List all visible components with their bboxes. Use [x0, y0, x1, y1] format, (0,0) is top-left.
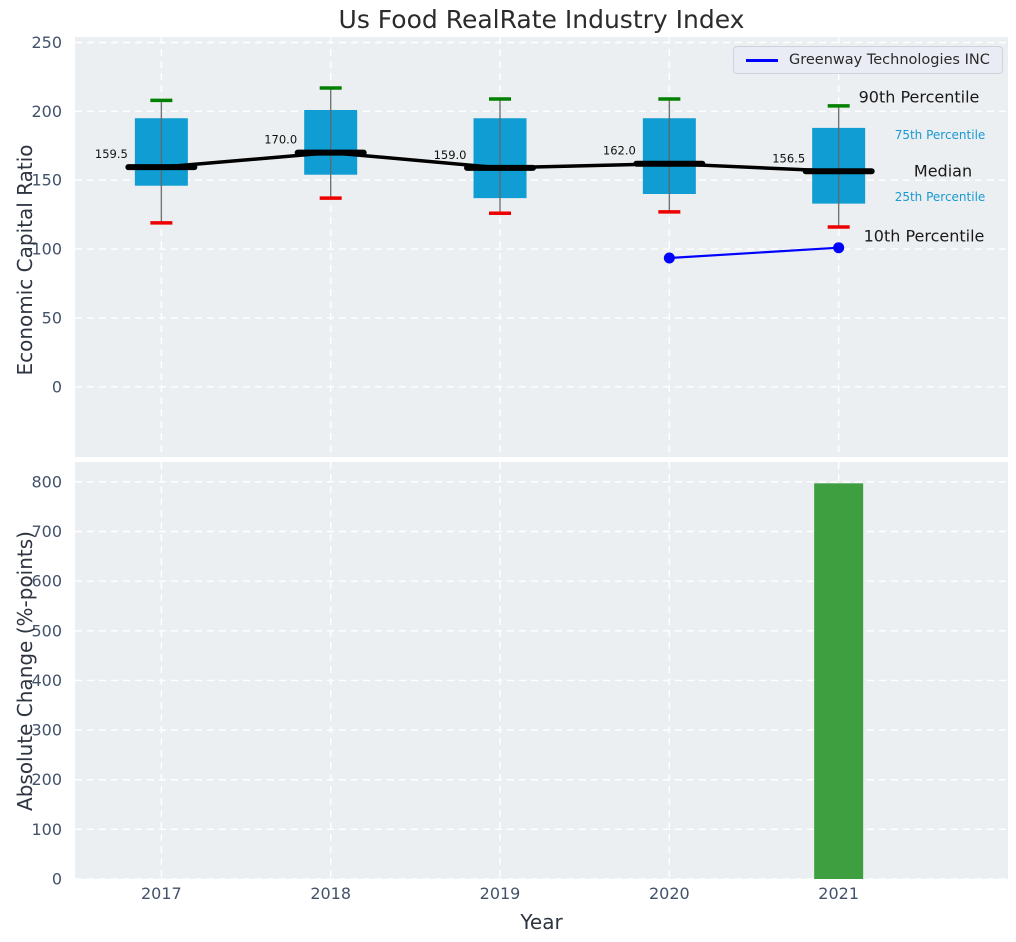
greenway-marker-2020 [663, 252, 675, 264]
y-axis-label-top: Economic Capital Ratio [13, 144, 37, 376]
annotation-median: Median [913, 161, 973, 181]
xtick-2018: 2018 [310, 884, 351, 903]
xtick-2020: 2020 [649, 884, 690, 903]
bottom-ytick-0: 0 [52, 870, 62, 889]
top-ytick-150: 150 [31, 171, 62, 190]
xtick-2021: 2021 [818, 884, 859, 903]
annotation-10th-percentile: 10th Percentile [863, 226, 985, 246]
greenway-marker-2021 [833, 242, 845, 254]
xtick-2019: 2019 [480, 884, 521, 903]
annotation-25th-percentile: 25th Percentile [894, 189, 986, 204]
bottom-ytick-300: 300 [31, 721, 62, 740]
legend-line-sample [746, 58, 778, 62]
median-label-2019: 159.0 [434, 148, 467, 162]
bottom-ytick-700: 700 [31, 522, 62, 541]
median-label-2018: 170.0 [264, 133, 297, 147]
bottom-ytick-600: 600 [31, 572, 62, 591]
top-plot-area [75, 37, 1008, 457]
legend-label: Greenway Technologies INC [789, 52, 990, 68]
bar-2021 [814, 483, 864, 879]
annotation-90th-percentile: 90th Percentile [858, 87, 980, 107]
chart-title: Us Food RealRate Industry Index [338, 5, 745, 34]
median-label-2017: 159.5 [95, 147, 128, 161]
top-ytick-250: 250 [31, 33, 62, 52]
greenway-line [669, 246, 839, 260]
bottom-plot-area [75, 462, 1008, 879]
top-ytick-100: 100 [31, 240, 62, 259]
bottom-ytick-500: 500 [31, 621, 62, 640]
median-label-2020: 162.0 [603, 144, 636, 158]
top-ytick-50: 50 [42, 308, 62, 327]
annotation-75th-percentile: 75th Percentile [894, 127, 986, 142]
bottom-ytick-100: 100 [31, 820, 62, 839]
bottom-ytick-200: 200 [31, 770, 62, 789]
median-label-2021: 156.5 [772, 151, 805, 165]
bottom-ytick-400: 400 [31, 671, 62, 690]
legend: Greenway Technologies INC [733, 46, 1003, 74]
bottom-ytick-800: 800 [31, 472, 62, 491]
top-ytick-0: 0 [52, 377, 62, 396]
xtick-2017: 2017 [141, 884, 182, 903]
x-axis-label: Year [520, 910, 563, 934]
y-axis-label-bottom: Absolute Change (%-points) [13, 531, 37, 811]
top-ytick-200: 200 [31, 102, 62, 121]
